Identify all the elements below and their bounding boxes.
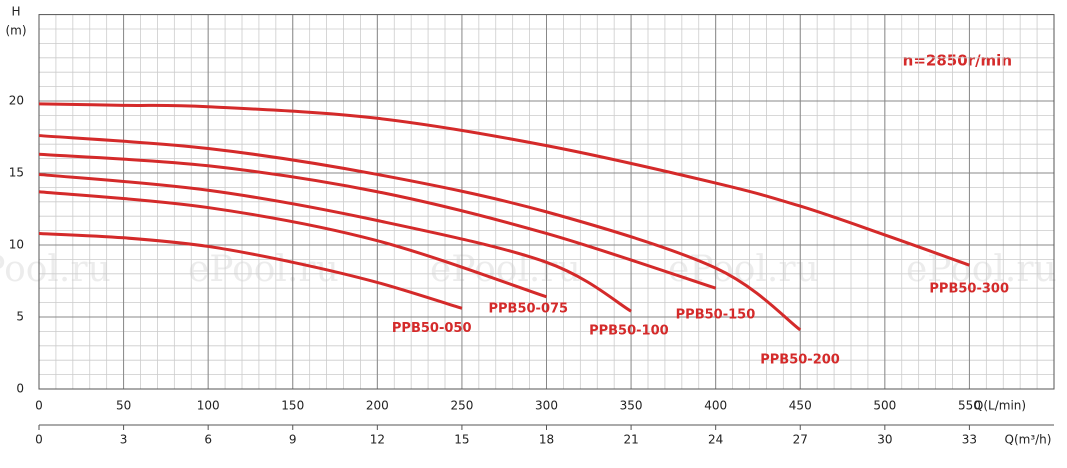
x2-axis-label: Q(m³/h) — [1005, 433, 1052, 447]
x-tick-label: 500 — [873, 399, 896, 413]
x-tick-label: 0 — [35, 399, 43, 413]
x-tick-label: 300 — [535, 399, 558, 413]
x-tick-label: 400 — [704, 399, 727, 413]
x-tick-label: 350 — [620, 399, 643, 413]
y-axis-label: H — [11, 5, 20, 19]
plot-frame — [38, 14, 1055, 390]
annotation: n=2850r/min — [903, 52, 1012, 70]
watermark: ePool.ru — [906, 249, 1057, 290]
x2-tick-label: 27 — [793, 433, 808, 447]
curve — [38, 172, 632, 313]
x2-tick-label: 6 — [204, 433, 212, 447]
series-label: PPB50-100 — [589, 324, 669, 339]
x2-tick-label: 12 — [370, 433, 385, 447]
series-label: PPB50-300 — [929, 282, 1009, 297]
curve — [38, 231, 463, 310]
curve — [38, 134, 802, 332]
x-tick-label: 250 — [450, 399, 473, 413]
x2-tick-label: 21 — [623, 433, 638, 447]
curve — [38, 190, 547, 299]
x2-tick-label: 18 — [539, 433, 554, 447]
x-tick-label: 150 — [281, 399, 304, 413]
y-tick-label: 15 — [9, 166, 24, 180]
y-tick-label: 5 — [16, 310, 24, 324]
curve — [38, 152, 717, 290]
x2-tick-label: 9 — [289, 433, 297, 447]
x-axis-label: Q(L/min) — [974, 399, 1026, 413]
y-tick-label: 20 — [9, 94, 24, 108]
watermark: ePool.ru — [0, 249, 111, 290]
series-label: PPB50-150 — [676, 308, 756, 323]
x2-tick-label: 3 — [120, 433, 128, 447]
x-tick-label: 100 — [197, 399, 220, 413]
x2-tick-label: 33 — [962, 433, 977, 447]
y-tick-label: 0 — [16, 382, 24, 396]
x-tick-label: 450 — [789, 399, 812, 413]
x2-tick-label: 24 — [708, 433, 723, 447]
x2-tick-label: 30 — [877, 433, 892, 447]
x-tick-label: 200 — [366, 399, 389, 413]
x-tick-label: 50 — [116, 399, 131, 413]
series-label: PPB50-075 — [489, 301, 569, 316]
series-label: PPB50-050 — [392, 321, 472, 336]
x2-tick-label: 0 — [35, 433, 43, 447]
series-label: PPB50-200 — [760, 352, 840, 367]
y-axis-unit: (m) — [5, 24, 26, 38]
curve — [38, 102, 970, 267]
y-tick-label: 10 — [9, 238, 24, 252]
x-tick-label: 550 — [958, 399, 981, 413]
x2-tick-label: 15 — [454, 433, 469, 447]
